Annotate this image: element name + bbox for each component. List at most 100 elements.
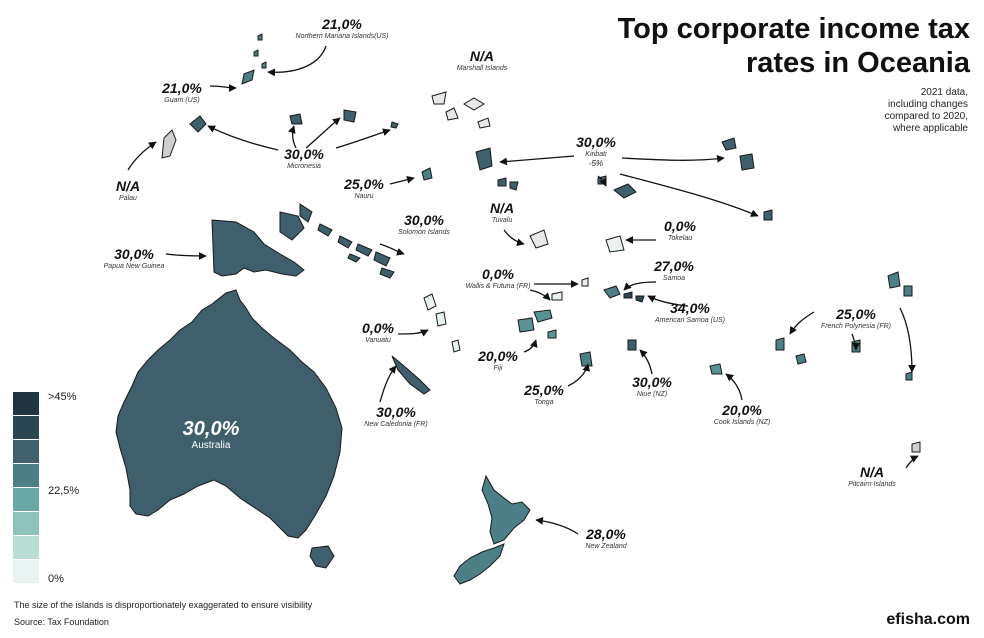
guam-rate: 21,0% <box>162 80 202 96</box>
tonga-shape <box>579 351 593 367</box>
footnote: The size of the islands is disproportion… <box>14 600 313 610</box>
kiribati-change: -5% <box>588 159 604 168</box>
legend-swatch <box>13 488 39 511</box>
subtitle-line-2: including changes <box>887 99 968 110</box>
tuvalu-shape <box>529 229 549 249</box>
label-fiji: 20,0% Fiji <box>478 348 518 373</box>
vanuatu-rate: 0,0% <box>362 320 394 336</box>
wallis-futuna-shape <box>551 277 589 301</box>
kiribati-name: Kiribati <box>585 151 607 158</box>
palau-rate: N/A <box>115 178 141 194</box>
legend-swatch <box>13 560 39 583</box>
png-island-shape <box>279 211 305 241</box>
marshall-islands-shape <box>431 91 491 129</box>
nz-rate: 28,0% <box>586 526 626 542</box>
nmi-rate: 21,0% <box>322 16 362 32</box>
png-rate: 30,0% <box>114 246 154 262</box>
australia-name: Australia <box>191 440 231 451</box>
label-nauru: 25,0% Nauru <box>344 176 384 201</box>
label-tokelau: 0,0% Tokelau <box>664 218 696 243</box>
label-samoa: 27,0% Samoa <box>654 258 694 283</box>
tasmania-shape <box>309 545 335 569</box>
niue-name: Niue (NZ) <box>636 391 668 398</box>
nz-name: New Zealand <box>585 543 627 550</box>
subtitle-line-3: compared to 2020, <box>884 111 968 122</box>
cook-islands-shape <box>709 363 723 375</box>
label-guam: 21,0% Guam (US) <box>162 80 202 105</box>
nauru-name: Nauru <box>354 193 374 200</box>
cook-name: Cook Islands (NZ) <box>713 419 771 426</box>
niue-rate: 30,0% <box>632 374 672 390</box>
marshall-name: Marshall Islands <box>456 65 508 72</box>
nmi-name: Northern Mariana Islands(US) <box>295 33 389 40</box>
newcal-name: New Caledonia (FR) <box>364 421 428 428</box>
tokelau-shape <box>605 235 625 253</box>
tonga-rate: 25,0% <box>524 382 564 398</box>
vanuatu-name: Vanuatu <box>365 337 391 344</box>
nmi-shape <box>241 33 267 85</box>
map-title: Top corporate income tax rates in Oceani… <box>550 12 970 80</box>
legend-swatch <box>13 464 39 487</box>
kiribati-shape <box>475 137 773 221</box>
legend-swatch <box>13 440 39 463</box>
legend-swatch <box>13 536 39 559</box>
guam-shape <box>161 129 177 159</box>
legend-min-label: 0% <box>48 573 64 585</box>
amsamoa-rate: 34,0% <box>670 300 710 316</box>
marshall-rate: N/A <box>469 48 495 64</box>
tuvalu-rate: N/A <box>489 200 515 216</box>
fiji-rate: 20,0% <box>478 348 518 364</box>
label-cook-islands: 20,0% Cook Islands (NZ) <box>714 402 770 427</box>
nauru-shape <box>421 167 433 181</box>
pitcairn-rate: N/A <box>859 464 885 480</box>
guam-name: Guam (US) <box>164 97 200 104</box>
micronesia-rate: 30,0% <box>284 146 324 162</box>
frpoly-name: French Polynesia (FR) <box>820 323 892 330</box>
newcal-rate: 30,0% <box>376 404 416 420</box>
wallis-name: Wallis & Futuna (FR) <box>465 283 531 290</box>
title-line-1: Top corporate income tax <box>617 13 970 45</box>
source-credit: Source: Tax Foundation <box>14 617 109 627</box>
frpoly-rate: 25,0% <box>836 306 876 322</box>
pitcairn-name: Pitcairn Islands <box>848 481 896 488</box>
samoa-name: Samoa <box>662 275 686 282</box>
label-northern-mariana-islands: 21,0% Northern Mariana Islands(US) <box>296 16 389 41</box>
label-papua-new-guinea: 30,0% Papua New Guinea <box>104 246 165 271</box>
label-niue: 30,0% Niue (NZ) <box>632 374 672 399</box>
subtitle-line-4: where applicable <box>892 123 968 134</box>
png-island-shape <box>299 203 313 223</box>
label-kiribati: 30,0% Kiribati -5% <box>576 134 616 169</box>
australia-shape <box>115 289 343 539</box>
png-shape <box>211 219 305 277</box>
tuvalu-name: Tuvalu <box>491 217 513 224</box>
map-subtitle: 2021 data, including changes compared to… <box>748 87 968 135</box>
label-vanuatu: 0,0% Vanuatu <box>362 320 394 345</box>
label-australia: 30,0% Australia <box>183 418 240 452</box>
label-new-caledonia: 30,0% New Caledonia (FR) <box>364 404 427 429</box>
leader-arrows <box>127 45 919 535</box>
solomon-islands-shape <box>317 223 395 279</box>
label-wallis-futuna: 0,0% Wallis & Futuna (FR) <box>466 266 531 291</box>
subtitle-line-1: 2021 data, <box>920 87 968 98</box>
wallis-rate: 0,0% <box>482 266 514 282</box>
label-tonga: 25,0% Tonga <box>524 382 564 407</box>
legend-swatch <box>13 416 39 439</box>
fiji-shape <box>517 309 557 339</box>
tokelau-name: Tokelau <box>667 235 693 242</box>
cook-rate: 20,0% <box>722 402 762 418</box>
australia-rate: 30,0% <box>182 418 240 440</box>
label-tuvalu: N/A Tuvalu <box>490 200 514 225</box>
label-french-polynesia: 25,0% French Polynesia (FR) <box>821 306 891 331</box>
new-caledonia-shape <box>391 355 431 395</box>
tokelau-rate: 0,0% <box>664 218 696 234</box>
pitcairn-shape <box>911 441 921 453</box>
samoa-shape <box>603 285 621 299</box>
brand-logo: efisha.com <box>886 611 970 628</box>
amsamoa-name: American Samoa (US) <box>654 317 726 324</box>
legend-swatch <box>13 392 39 415</box>
vanuatu-shape <box>423 293 461 353</box>
legend-swatch <box>13 512 39 535</box>
tonga-name: Tonga <box>534 399 554 406</box>
label-pitcairn-islands: N/A Pitcairn Islands <box>848 464 895 489</box>
nz-south-island-shape <box>453 543 505 585</box>
